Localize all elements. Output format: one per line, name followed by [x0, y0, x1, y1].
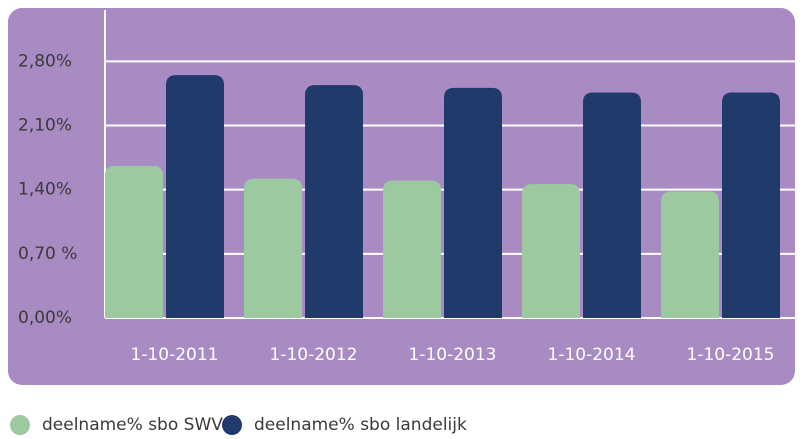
- legend-swatch: [222, 415, 242, 435]
- y-tick-label: 0,00%: [18, 308, 72, 328]
- y-tick-label: 2,80%: [18, 51, 72, 71]
- x-tick-label: 1-10-2012: [270, 345, 358, 365]
- bar: [661, 191, 719, 318]
- bar: [244, 178, 302, 318]
- bar: [722, 92, 780, 318]
- x-tick-label: 1-10-2013: [409, 345, 497, 365]
- bar: [166, 75, 224, 318]
- bar: [522, 184, 580, 318]
- bar: [383, 180, 441, 318]
- legend-swatch: [10, 415, 30, 435]
- x-tick-label: 1-10-2014: [548, 345, 636, 365]
- bar: [444, 87, 502, 319]
- bar: [583, 92, 641, 318]
- x-tick-label: 1-10-2011: [131, 345, 219, 365]
- y-tick-label: 1,40%: [18, 180, 72, 200]
- legend-label: deelname% sbo SWV: [42, 415, 223, 435]
- y-tick-label: 0,70 %: [18, 244, 77, 264]
- y-tick-label: 2,10%: [18, 116, 72, 136]
- bar: [305, 85, 363, 319]
- x-tick-label: 1-10-2015: [687, 345, 775, 365]
- legend-label: deelname% sbo landelijk: [254, 415, 467, 435]
- bar: [105, 165, 163, 318]
